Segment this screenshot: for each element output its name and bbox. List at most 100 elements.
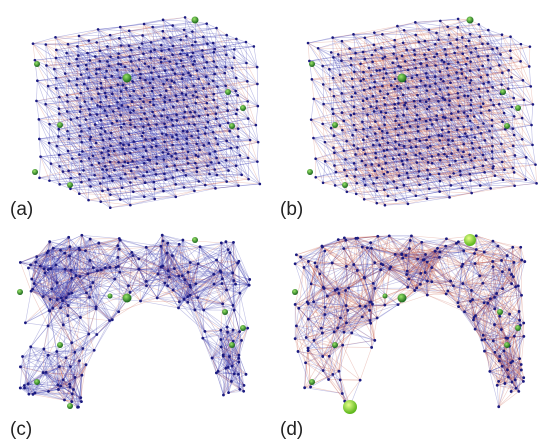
node [142,100,145,104]
node [144,138,147,141]
edge [58,128,82,143]
node [45,64,48,67]
node [31,42,35,45]
node [122,143,125,147]
edge [32,43,36,61]
node [70,157,74,160]
node [236,94,240,97]
edge [66,52,78,80]
edge [40,154,60,157]
node [191,63,195,66]
edge [85,119,91,140]
edge [49,163,52,181]
node [75,96,79,100]
edge [255,106,259,126]
node [153,137,157,141]
node [99,126,103,130]
node [106,45,109,48]
edge [67,150,80,155]
node [162,82,165,86]
edge [85,115,107,120]
node [140,86,144,90]
node [123,152,127,156]
node [132,190,135,194]
edge [108,144,130,152]
node [179,38,182,41]
node [215,65,218,69]
edge [89,175,110,180]
node [78,134,81,138]
node [87,157,91,160]
edge [58,125,80,130]
edge [76,117,97,144]
edge [97,105,106,111]
node [54,56,58,60]
node [142,22,146,26]
node [186,162,190,165]
node [195,95,199,99]
hub-node [122,73,132,83]
node [98,182,102,185]
edge [37,77,57,81]
edge [45,44,55,70]
edge [59,154,73,159]
edge [68,138,94,157]
edge [55,37,89,41]
edge [58,136,60,155]
edge [76,97,85,102]
node [181,169,185,172]
node [79,73,83,76]
node [187,71,190,75]
edge [77,42,97,47]
node [196,129,200,133]
edge [46,65,57,89]
edge [40,156,60,185]
edge [98,162,121,179]
edge [59,164,92,167]
node [67,62,71,66]
node [171,44,175,48]
node [167,48,171,51]
edge [55,88,81,108]
node [198,148,201,152]
node [145,117,149,121]
node [38,176,41,180]
node [120,104,124,107]
edge [95,142,100,164]
edge [98,162,109,190]
node [183,16,187,19]
edge [58,127,102,137]
node [212,60,216,63]
edge [58,136,73,159]
edge [48,84,77,87]
node [90,163,94,167]
edge [163,19,196,23]
node [182,64,185,68]
node [129,181,132,184]
node [129,111,132,114]
edge [95,142,119,163]
node [181,147,184,151]
edge [39,156,41,178]
edge [79,134,101,137]
edge [68,77,90,82]
edge [88,158,100,164]
node [165,165,169,168]
node [186,150,190,154]
node [55,48,58,52]
edge [40,156,73,159]
edge [68,170,80,175]
node [154,173,158,176]
node [148,100,152,104]
edge [107,189,131,206]
edge [49,123,59,130]
edge [64,73,78,98]
edge [36,80,38,101]
node [213,168,217,171]
edge [59,166,69,171]
edge [72,158,82,162]
edge [79,135,90,159]
edge [68,80,81,107]
node [99,133,102,136]
node [190,55,193,58]
